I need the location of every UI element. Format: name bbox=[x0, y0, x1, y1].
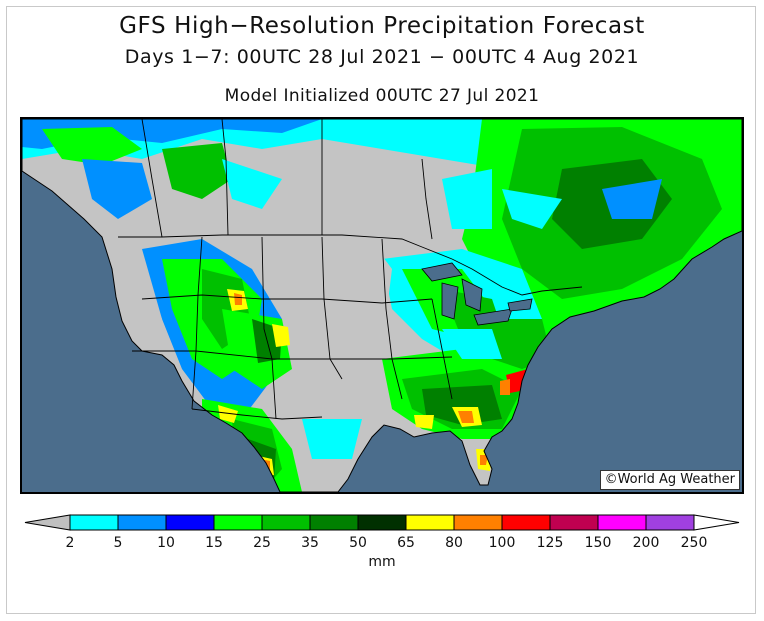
map-canvas bbox=[22, 119, 742, 492]
legend-tick-label: 80 bbox=[445, 535, 463, 551]
legend-bin bbox=[261, 514, 311, 531]
legend-tick-label: 2 bbox=[66, 535, 75, 551]
legend-bin bbox=[309, 514, 359, 531]
copyright-label: ©World Ag Weather bbox=[599, 470, 740, 490]
copyright-icon: © bbox=[604, 472, 618, 487]
legend-tick-label: 35 bbox=[301, 535, 319, 551]
legend-tick-label: 250 bbox=[681, 535, 708, 551]
legend-tick-label: 25 bbox=[253, 535, 271, 551]
copyright-text: World Ag Weather bbox=[617, 472, 735, 487]
legend-tick-label: 200 bbox=[633, 535, 660, 551]
legend-bin bbox=[165, 514, 215, 531]
legend-tick-label: 50 bbox=[349, 535, 367, 551]
legend-tick-label: 10 bbox=[157, 535, 175, 551]
precipitation-map: ©World Ag Weather bbox=[20, 117, 744, 494]
legend-bin bbox=[405, 514, 455, 531]
political-borders bbox=[118, 119, 583, 420]
legend-bin bbox=[597, 514, 647, 531]
legend-arrow-high bbox=[693, 514, 740, 531]
legend-tick-label: 150 bbox=[585, 535, 612, 551]
legend-bin bbox=[645, 514, 695, 531]
legend-bin bbox=[501, 514, 551, 531]
map-title: GFS High−Resolution Precipitation Foreca… bbox=[119, 13, 645, 39]
legend-tick-label: 5 bbox=[114, 535, 123, 551]
legend-tick-label: 125 bbox=[537, 535, 564, 551]
legend-bin bbox=[117, 514, 167, 531]
legend-tick-label: 100 bbox=[489, 535, 516, 551]
legend-bin bbox=[213, 514, 263, 531]
legend-arrow-low bbox=[24, 514, 71, 531]
legend-bin bbox=[357, 514, 407, 531]
forecast-period: Days 1−7: 00UTC 28 Jul 2021 − 00UTC 4 Au… bbox=[124, 46, 640, 68]
legend-tick-label: 65 bbox=[397, 535, 415, 551]
legend-unit: mm bbox=[368, 554, 395, 570]
model-init-time: Model Initialized 00UTC 27 Jul 2021 bbox=[224, 86, 540, 106]
legend-bin bbox=[69, 514, 119, 531]
great-lakes bbox=[421, 262, 533, 326]
legend-bin bbox=[549, 514, 599, 531]
legend-tick-label: 15 bbox=[205, 535, 223, 551]
legend-bin bbox=[453, 514, 503, 531]
